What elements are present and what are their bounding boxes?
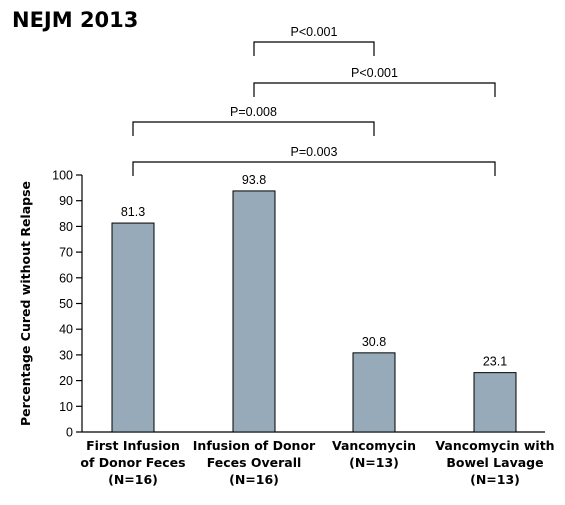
bar-value-label: 23.1	[483, 355, 507, 369]
y-tick-label: 10	[59, 400, 73, 414]
x-axis-categories: First Infusion of Donor Feces (N=16)Infusi…	[80, 438, 554, 487]
y-axis-ticks: 0 10 20 30 40 50 60 70 80 90 100	[52, 169, 545, 440]
x-category-label: Infusion of Donor Feces Overall (N=16)	[193, 438, 316, 487]
bar	[232, 190, 276, 433]
x-category-label-line: (N=16)	[229, 472, 279, 487]
bar	[352, 352, 396, 433]
x-category-label-line: of Donor Feces	[80, 455, 185, 470]
y-axis-label-group: Percentage Cured without Relapse	[18, 181, 33, 426]
significance-bracket	[253, 82, 496, 97]
y-tick-label: 40	[59, 323, 73, 337]
y-tick-label: 0	[66, 426, 73, 440]
y-tick-label: 60	[59, 271, 73, 285]
x-category-label: Vancomycin (N=13)	[332, 438, 416, 470]
bar	[473, 372, 517, 433]
significance-bracket	[132, 161, 496, 176]
x-category-label-line: (N=16)	[108, 472, 158, 487]
p-value-label: P<0.001	[351, 66, 398, 80]
y-axis-label: Percentage Cured without Relapse	[18, 181, 33, 426]
x-category-label-line: (N=13)	[349, 455, 399, 470]
y-tick-label: 80	[59, 220, 73, 234]
x-category-label-line: (N=13)	[470, 472, 520, 487]
bar-value-label: 30.8	[362, 335, 386, 349]
x-category-label: First Infusion of Donor Feces (N=16)	[80, 438, 185, 487]
p-value-label: P<0.001	[291, 25, 338, 39]
x-category-label-line: First Infusion	[86, 438, 180, 453]
y-tick-label: 90	[59, 194, 73, 208]
y-tick-label: 30	[59, 348, 73, 362]
x-category-label-line: Feces Overall	[207, 455, 302, 470]
page-title: NEJM 2013	[12, 8, 139, 32]
y-tick-label: 100	[52, 169, 73, 183]
bars: 81.3 93.8 30.8 23.1	[111, 173, 517, 433]
p-value-label: P=0.008	[230, 105, 277, 119]
y-tick-label: 20	[59, 374, 73, 388]
x-category-label-line: Infusion of Donor	[193, 438, 316, 453]
x-category-label-line: Vancomycin with	[435, 438, 554, 453]
y-tick-label: 70	[59, 246, 73, 260]
significance-brackets: P<0.001 P<0.001 P=0.008 P=0.003	[132, 25, 496, 176]
significance-bracket	[132, 121, 375, 136]
bar-value-label: 93.8	[242, 173, 266, 187]
x-category-label-line: Vancomycin	[332, 438, 416, 453]
x-category-label: Vancomycin with Bowel Lavage (N=13)	[435, 438, 554, 487]
bar-value-label: 81.3	[121, 205, 145, 219]
significance-bracket	[253, 41, 375, 56]
y-tick-label: 50	[59, 297, 73, 311]
x-category-label-line: Bowel Lavage	[446, 455, 543, 470]
bar	[111, 222, 155, 433]
p-value-label: P=0.003	[291, 145, 338, 159]
